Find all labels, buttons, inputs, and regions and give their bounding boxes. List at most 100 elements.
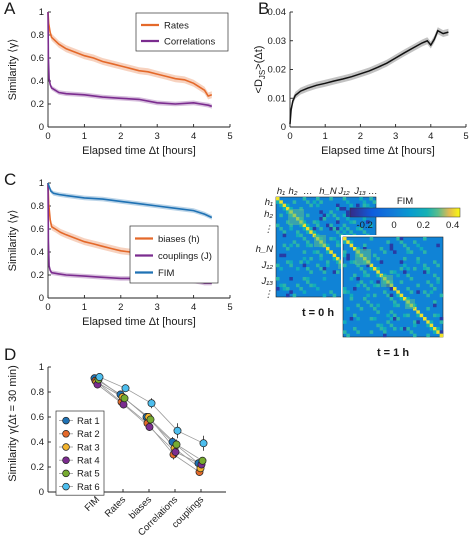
- heatmap-cell: [399, 327, 404, 331]
- heatmap-cell: [439, 317, 444, 321]
- x-tick-label: 4: [191, 302, 196, 313]
- heatmap-cell: [409, 290, 414, 294]
- heatmap-cell: [369, 237, 374, 241]
- heatmap-cell: [356, 330, 360, 334]
- legend-label: Rat 6: [77, 482, 100, 493]
- heatmap-cell: [332, 227, 337, 231]
- heatmap-cell: [373, 307, 377, 311]
- heatmap-cell: [356, 277, 360, 281]
- heatmap-cell: [349, 220, 353, 224]
- heatmap-cell: [343, 237, 347, 241]
- heatmap-cell: [376, 283, 380, 288]
- heatmap-cell: [389, 270, 394, 274]
- legend-box: [55, 410, 105, 496]
- heatmap-cell: [433, 330, 437, 334]
- heatmap-cell: [376, 270, 380, 274]
- heatmap-cell: [383, 250, 387, 254]
- heatmap-col-label: J₁₃: [353, 186, 366, 197]
- heatmap-cell: [426, 307, 430, 311]
- heatmap-cell: [299, 233, 303, 238]
- heatmap-cell: [279, 253, 283, 258]
- y-tick-label: 0: [39, 487, 44, 498]
- x-axis-label: Elapsed time Δt [hours]: [82, 145, 196, 157]
- heatmap-cell: [316, 250, 320, 254]
- heatmap-cell: [363, 247, 367, 251]
- heatmap-cell: [436, 263, 440, 268]
- heatmap-cell: [326, 247, 330, 251]
- heatmap-cell: [409, 277, 414, 281]
- x-tick-label: 3: [155, 302, 160, 313]
- panel-b-djs-chart: 0 1 2 3 4 5 0 0.01 0.02 0.03 0.04 Elapsed time Δt […: [253, 7, 469, 157]
- y-axis-label: Similarity γ(Δt = 30 min): [7, 365, 19, 481]
- heatmap-cell: [413, 240, 417, 244]
- heatmap-cell: [416, 260, 420, 264]
- y-tick-label: 0.03: [268, 36, 287, 47]
- heatmap-cell: [356, 263, 360, 268]
- colorbar-title: FIM: [397, 196, 413, 207]
- heatmap-cell: [349, 230, 353, 234]
- panel-a-rates-correlations-chart: 0 1 2 3 4 5 0 0.2 0.4 0.6 0.8 1 Elapsed time Δt [hou…: [7, 7, 233, 157]
- heatmap-cell: [416, 313, 420, 318]
- heatmap-cell: [309, 230, 313, 234]
- heatmap-cell: [366, 220, 370, 224]
- heatmap-cell: [416, 290, 420, 294]
- heatmap-cell: [276, 263, 280, 268]
- heatmap-cell: [332, 213, 337, 218]
- heatmap-cell: [342, 197, 347, 201]
- legend-swatch-marker: [62, 416, 70, 425]
- heatmap-cell: [406, 267, 410, 271]
- heatmap-cell: [393, 317, 397, 321]
- heatmap-cell: [366, 287, 370, 291]
- heatmap-cell: [366, 293, 370, 298]
- legend-label: Rat 2: [77, 429, 100, 440]
- heatmap-cell: [416, 243, 420, 248]
- heatmap-cell: [413, 267, 417, 271]
- y-tick-label: 0.4: [31, 76, 44, 87]
- heatmap-cell: [426, 320, 430, 324]
- heatmap-cell: [346, 217, 350, 221]
- rat-point: [147, 399, 156, 408]
- heatmap-cell: [339, 207, 343, 211]
- heatmap-cell: [356, 283, 360, 288]
- heatmap-cell: [396, 290, 400, 294]
- heatmap-cell: [282, 207, 287, 211]
- heatmap-cell: [296, 230, 300, 234]
- heatmap-cell: [302, 290, 307, 294]
- heatmap-cell: [302, 197, 307, 201]
- heatmap-cell: [403, 243, 407, 248]
- heatmap-cell: [296, 243, 300, 248]
- heatmap-cell: [312, 220, 317, 224]
- heatmap-cell: [362, 217, 367, 221]
- series-line-0: [47, 11, 213, 97]
- heatmap-cell: [362, 230, 367, 234]
- heatmap-cell: [289, 277, 293, 281]
- heatmap-cell: [393, 250, 397, 254]
- heatmap-cell: [302, 257, 307, 261]
- heatmap-cell: [433, 273, 437, 278]
- heatmap-cell: [349, 243, 354, 248]
- heatmap-cell: [433, 287, 437, 291]
- heatmap-cell: [389, 317, 394, 321]
- heatmap-cell: [423, 290, 427, 294]
- heatmap-cell: [409, 250, 414, 254]
- heatmap-cell: [312, 250, 317, 254]
- heatmap-cell: [429, 283, 434, 288]
- heatmap-col-label: …: [303, 186, 313, 197]
- x-tick-label: 5: [463, 131, 468, 142]
- heatmap-col-label: J₁₂: [337, 186, 350, 197]
- heatmap-cell: [369, 197, 373, 201]
- heatmap-cell: [403, 257, 407, 261]
- heatmap-cell: [436, 330, 440, 334]
- x-tick-label: 2: [118, 131, 123, 142]
- heatmap-cell: [329, 197, 333, 201]
- heatmap-cell: [309, 270, 313, 274]
- heatmap-cell: [326, 213, 330, 218]
- heatmap-cell: [426, 280, 430, 284]
- heatmap-cell: [436, 327, 440, 331]
- heatmap-cell: [373, 267, 377, 271]
- heatmap-cell: [326, 223, 330, 228]
- y-tick-label: 0: [281, 122, 286, 133]
- heatmap-cell: [332, 257, 337, 261]
- legend-swatch-marker: [62, 430, 70, 438]
- heatmap-cell: [319, 200, 323, 204]
